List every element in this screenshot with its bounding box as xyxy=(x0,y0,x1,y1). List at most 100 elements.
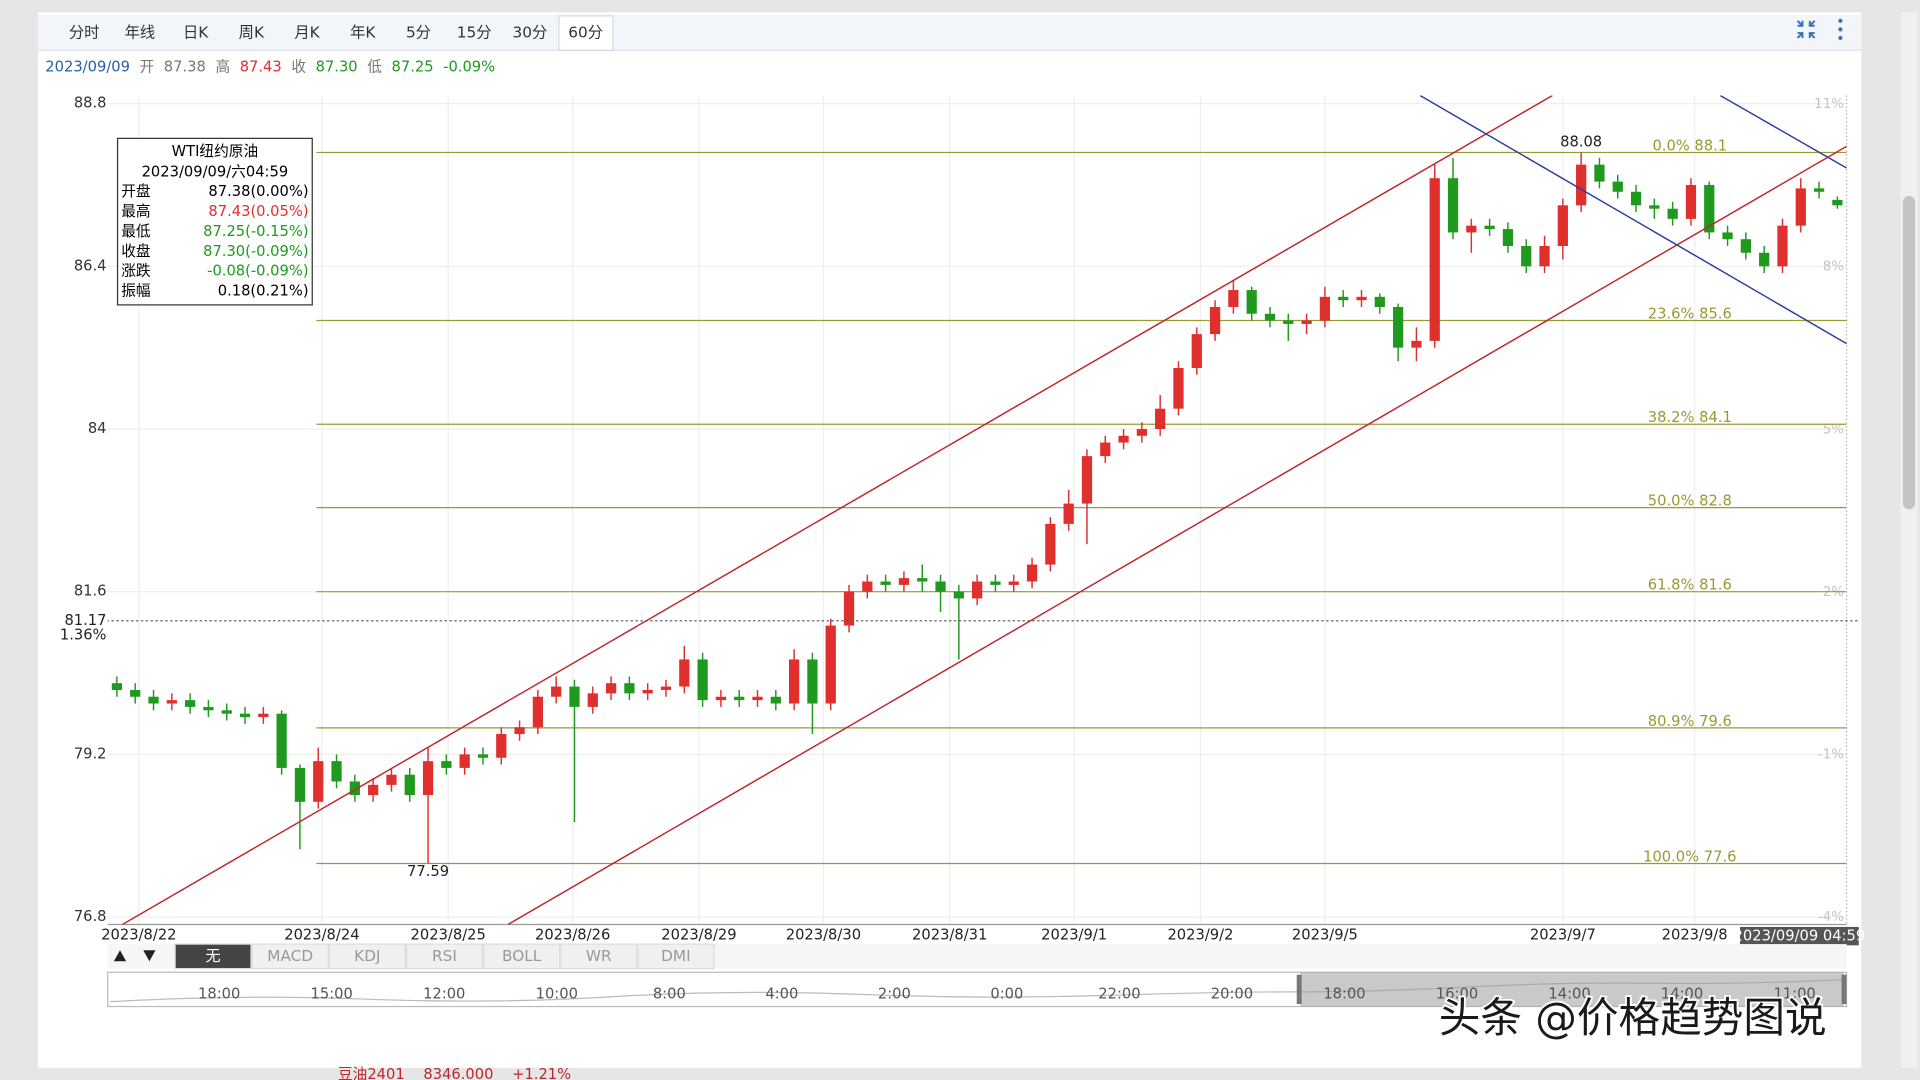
fib-label: 50.0% 82.8 xyxy=(1648,493,1732,510)
info-label: 收 xyxy=(291,58,306,75)
info-change: -0.09% xyxy=(443,58,495,75)
x-tick-label: 2023/9/5 xyxy=(1292,927,1358,944)
indicator-tab-bg[interactable] xyxy=(328,943,406,970)
candle-body xyxy=(203,706,214,711)
candle-body xyxy=(1759,252,1770,267)
navigator-time: 8:00 xyxy=(653,985,686,1002)
indicator-tab-bg[interactable] xyxy=(174,943,252,970)
candle-body xyxy=(569,686,580,707)
tab[interactable]: 分时 xyxy=(69,24,100,42)
candle-body xyxy=(972,581,983,599)
indicator-tab-bg[interactable] xyxy=(405,943,484,970)
trendline xyxy=(1419,95,1847,345)
fullscreen-icon[interactable] xyxy=(1796,20,1816,39)
tab[interactable]: 5分 xyxy=(406,24,431,42)
up-arrow[interactable] xyxy=(113,950,127,962)
tab[interactable]: 日K xyxy=(183,24,209,42)
indicator-tab[interactable]: 无 xyxy=(205,947,220,965)
indicator-tab[interactable]: DMI xyxy=(661,947,691,965)
indicator-tab-bg[interactable] xyxy=(251,943,329,970)
footer-ticker: 豆油2401 8346.000 +1.21% xyxy=(338,1066,571,1080)
tab[interactable]: 月K xyxy=(294,24,320,42)
candle-body xyxy=(1081,456,1093,504)
y2-tick-label: 2% xyxy=(1823,585,1845,600)
candle-body xyxy=(1576,164,1587,206)
navigator-time: 22:00 xyxy=(1098,985,1140,1002)
tooltip-row-value: 0.18(0.21%) xyxy=(218,282,309,299)
candle-body xyxy=(697,659,708,701)
candle-body xyxy=(496,734,507,758)
indicator-tab[interactable]: KDJ xyxy=(354,947,380,965)
indicator-tab-bg[interactable] xyxy=(560,943,638,970)
candle-body xyxy=(1118,435,1129,443)
indicator-bar: 无 MACD KDJ RSI BOLL WR DMI xyxy=(107,943,1847,970)
fib-label: 38.2% 84.1 xyxy=(1648,409,1732,426)
trendline xyxy=(507,145,1847,925)
tab[interactable]: 15分 xyxy=(457,24,492,42)
x-tick-label: 2023/8/26 xyxy=(535,927,610,944)
y-tick-label: 88.8 xyxy=(74,95,107,112)
price-label-box xyxy=(37,611,108,643)
navigator-window[interactable] xyxy=(1300,972,1845,1007)
tab[interactable]: 年K xyxy=(350,24,376,42)
x-tick-label: 2023/9/7 xyxy=(1530,927,1596,944)
tooltip-row-value: -0.08(-0.09%) xyxy=(207,263,308,280)
candle-body xyxy=(294,767,306,802)
down-arrow[interactable] xyxy=(143,950,156,962)
navigator-time: 11:00 xyxy=(1773,985,1815,1002)
indicator-tab[interactable]: RSI xyxy=(432,947,457,965)
candle-body xyxy=(258,713,269,718)
candle-body xyxy=(880,581,891,585)
candle-body xyxy=(477,754,489,758)
candle-body xyxy=(221,710,232,714)
y-tick-label: 84 xyxy=(88,420,107,437)
indicator-tab-bg[interactable] xyxy=(483,943,561,970)
candle-body xyxy=(1502,229,1514,246)
candle-body xyxy=(1484,225,1495,230)
candle-body xyxy=(825,625,836,704)
navigator-time: 2:00 xyxy=(878,985,911,1002)
indicator-tab[interactable]: MACD xyxy=(267,947,313,965)
indicator-tab[interactable]: WR xyxy=(586,947,612,965)
tooltip-box xyxy=(116,137,313,306)
candle-body xyxy=(1630,191,1642,206)
candle-body xyxy=(1026,564,1038,582)
indicator-tab-bg[interactable] xyxy=(637,943,715,970)
candle-body xyxy=(752,696,763,701)
candle-body xyxy=(1063,503,1074,524)
y-tick-label: 86.4 xyxy=(74,257,107,274)
navigator-handle[interactable] xyxy=(1841,974,1847,1005)
candle-body xyxy=(1557,205,1568,246)
tab[interactable]: 年线 xyxy=(125,24,156,42)
candle-body xyxy=(1008,581,1019,585)
navigator-handle[interactable] xyxy=(1296,974,1302,1005)
candle-body xyxy=(386,774,397,785)
candle-body xyxy=(990,581,1001,585)
candle-body xyxy=(1191,334,1202,368)
tooltip-row-name: 振幅 xyxy=(121,282,150,299)
candle-body xyxy=(422,761,434,796)
navigator-time: 14:00 xyxy=(1548,985,1590,1002)
x-tick-label: 2023/9/1 xyxy=(1041,927,1107,944)
menu-icon[interactable] xyxy=(1838,18,1843,41)
candle-body xyxy=(917,578,928,582)
tab-active-bg[interactable] xyxy=(558,15,614,51)
candle-body xyxy=(349,781,360,796)
tooltip-row-name: 最高 xyxy=(121,203,150,220)
fib-label: 100.0% 77.6 xyxy=(1643,848,1736,865)
tab[interactable]: 30分 xyxy=(513,24,548,42)
indicator-tabs: 无 MACD KDJ RSI BOLL WR DMI xyxy=(174,943,715,970)
candle-body xyxy=(1283,320,1294,324)
tab[interactable]: 60分 xyxy=(568,24,603,42)
tooltip-row-name: 涨跌 xyxy=(121,263,151,280)
tooltip-time: 2023/09/09/六04:59 xyxy=(142,164,289,181)
candle-body xyxy=(331,761,342,782)
scrollbar-thumb[interactable] xyxy=(1902,195,1916,510)
navigator-time: 18:00 xyxy=(198,985,240,1002)
candle-body xyxy=(1319,296,1331,321)
candle-body xyxy=(1649,205,1660,209)
candle-body xyxy=(239,713,251,718)
tab[interactable]: 周K xyxy=(239,24,265,42)
indicator-tab[interactable]: BOLL xyxy=(502,947,542,965)
cursor-label: 2023/09/09 04:59 xyxy=(1734,928,1866,945)
